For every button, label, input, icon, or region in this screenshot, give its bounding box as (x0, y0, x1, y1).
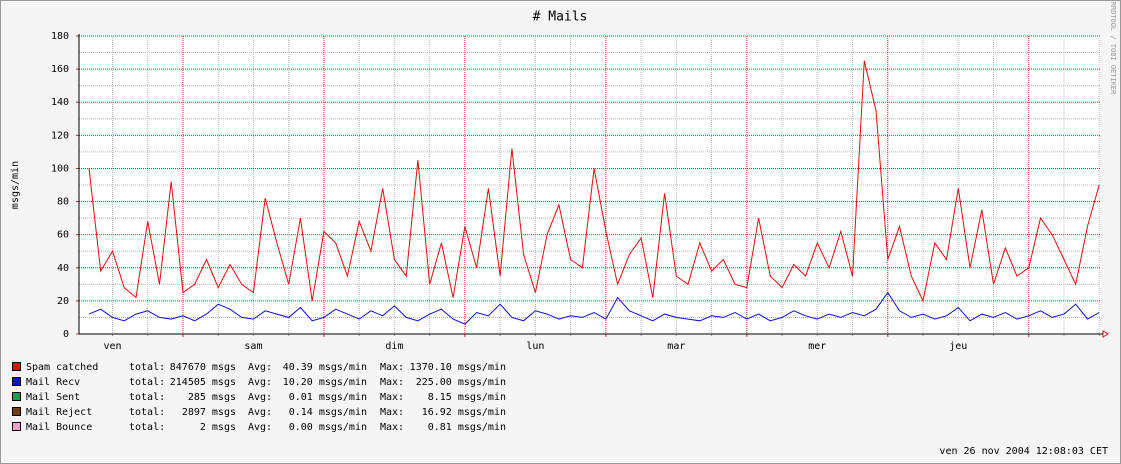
legend-swatch (12, 362, 21, 371)
legend-avg-label: Avg: (248, 377, 272, 388)
legend-max-label: Max: (380, 377, 404, 388)
legend-max-label: Max: (380, 362, 404, 373)
y-tick-label: 160 (51, 64, 69, 75)
legend-max: 0.81 msgs/min (428, 422, 506, 433)
legend-label: Mail Bounce (26, 422, 92, 433)
legend-total: 847670 msgs (170, 362, 236, 373)
legend-total-label: total: (129, 422, 165, 433)
legend-avg: 0.01 msgs/min (289, 392, 367, 403)
axis-arrow (1102, 330, 1109, 338)
legend-label: Mail Reject (26, 407, 92, 418)
timestamp: ven 26 nov 2004 12:08:03 CET (939, 446, 1108, 457)
legend-total: 2897 msgs (182, 407, 236, 418)
legend-max-label: Max: (380, 392, 404, 403)
y-tick-label: 100 (51, 163, 69, 174)
x-tick-label: lun (526, 341, 544, 352)
y-tick-label: 80 (57, 197, 69, 208)
legend-label: Mail Recv (26, 377, 80, 388)
series-line (88, 291, 1100, 325)
legend-total: 285 msgs (188, 392, 236, 403)
legend-max: 1370.10 msgs/min (410, 362, 506, 373)
legend-swatch (12, 392, 21, 401)
y-tick-label: 20 (57, 296, 69, 307)
legend-swatch (12, 407, 21, 416)
legend-avg-label: Avg: (248, 422, 272, 433)
legend-total-label: total: (129, 377, 165, 388)
legend-total-label: total: (129, 362, 165, 373)
legend-total-label: total: (129, 392, 165, 403)
y-tick-label: 140 (51, 97, 69, 108)
y-tick-label: 0 (63, 329, 69, 340)
legend-avg: 40.39 msgs/min (283, 362, 367, 373)
legend-avg: 0.00 msgs/min (289, 422, 367, 433)
y-tick-label: 40 (57, 263, 69, 274)
legend-max: 225.00 msgs/min (416, 377, 506, 388)
y-axis-label: msgs/min (10, 161, 21, 209)
legend-total: 214505 msgs (170, 377, 236, 388)
legend-total: 2 msgs (200, 422, 236, 433)
legend-avg: 10.20 msgs/min (283, 377, 367, 388)
legend-total-label: total: (129, 407, 165, 418)
legend-label: Mail Sent (26, 392, 80, 403)
y-tick-label: 180 (51, 31, 69, 42)
y-tick-label: 60 (57, 230, 69, 241)
chart-title: # Mails (533, 10, 588, 25)
legend-swatch (12, 377, 21, 386)
legend-avg: 0.14 msgs/min (289, 407, 367, 418)
legend-avg-label: Avg: (248, 392, 272, 403)
legend-swatch (12, 422, 21, 431)
x-tick-label: sam (244, 341, 262, 352)
series-line (88, 60, 1100, 303)
legend-avg-label: Avg: (248, 362, 272, 373)
y-tick-label: 120 (51, 130, 69, 141)
legend-avg-label: Avg: (248, 407, 272, 418)
legend-max: 8.15 msgs/min (428, 392, 506, 403)
x-tick-label: mar (667, 341, 685, 352)
x-tick-label: mer (808, 341, 826, 352)
x-tick-label: jeu (949, 341, 967, 352)
legend-max-label: Max: (380, 422, 404, 433)
x-tick-label: dim (385, 341, 403, 352)
watermark: RRDTOOL / TOBI OETIKER (1109, 2, 1117, 96)
legend-max-label: Max: (380, 407, 404, 418)
legend-max: 16.92 msgs/min (422, 407, 506, 418)
x-tick-label: ven (103, 341, 121, 352)
legend-label: Spam catched (26, 362, 98, 373)
